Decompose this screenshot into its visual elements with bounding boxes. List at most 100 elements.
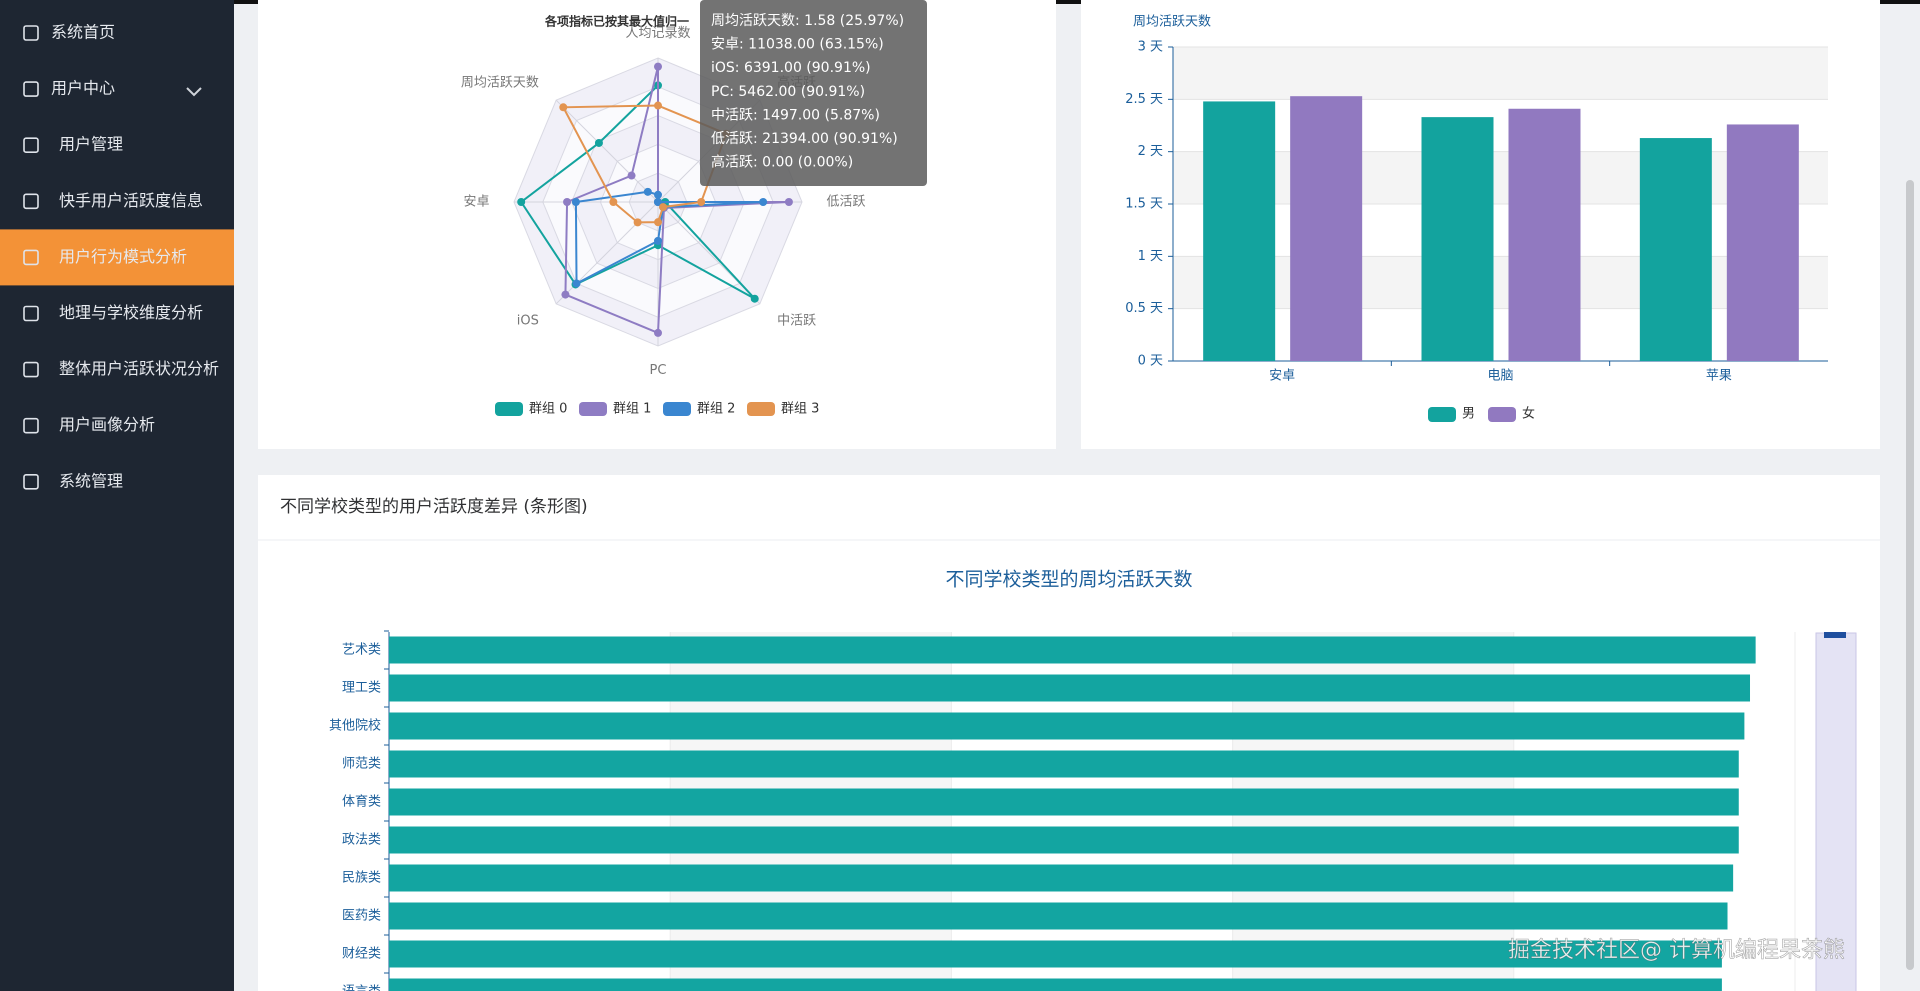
y-tick-label: 理工类	[342, 681, 381, 696]
tooltip-line: 中活跃: 1497.00 (5.87%)	[711, 107, 880, 123]
radar-point	[654, 190, 662, 199]
radar-indicator: 低活跃	[826, 195, 865, 210]
y-tick-label: 1.5 天	[1125, 197, 1163, 212]
radar-point	[561, 290, 570, 299]
radar-point	[697, 198, 706, 206]
chart-title: 不同学校类型的周均活跃天数	[945, 569, 1192, 591]
x-tick-label: 电脑	[1487, 369, 1513, 384]
menu-item[interactable]: 快手用户活跃度信息	[59, 191, 203, 210]
scrollbar[interactable]	[1906, 180, 1914, 970]
data-zoom-handle[interactable]	[1824, 632, 1846, 638]
y-tick-label: 3 天	[1138, 40, 1163, 55]
menu-item[interactable]: 用户画像分析	[59, 415, 155, 434]
y-tick-label: 师范类	[342, 757, 381, 772]
y-tick-label: 1 天	[1138, 249, 1163, 264]
radar-point	[594, 138, 603, 147]
bar	[1203, 101, 1276, 361]
radar-point	[559, 103, 568, 112]
bar	[1639, 138, 1712, 361]
tooltip-line: iOS: 6391.00 (90.91%)	[711, 60, 871, 76]
grid-band	[1173, 256, 1828, 309]
radar-axis	[555, 99, 659, 203]
grid-band	[1173, 151, 1828, 204]
top-strip	[234, 0, 1920, 4]
bar	[389, 978, 1722, 991]
bar	[389, 902, 1728, 930]
menu-item[interactable]: 系统首页	[51, 23, 115, 42]
y-tick-label: 政法类	[342, 833, 381, 848]
radar-indicator: 安卓	[464, 195, 490, 210]
legend-swatch[interactable]	[747, 402, 775, 416]
y-tick-label: 0 天	[1138, 354, 1163, 369]
menu-icon	[23, 137, 39, 153]
menu-item[interactable]: 用户管理	[59, 135, 123, 154]
radar-point	[627, 171, 636, 180]
y-tick-label: 医药类	[342, 909, 381, 924]
radar-point	[759, 198, 768, 206]
radar-point	[609, 198, 618, 206]
radar-indicator: PC	[650, 363, 667, 378]
bar	[1508, 108, 1581, 362]
menu-icon	[23, 361, 39, 378]
bar	[389, 788, 1739, 816]
bar	[389, 636, 1756, 664]
tooltip-line: 周均活跃天数: 1.58 (25.97%)	[711, 13, 904, 29]
legend-label[interactable]: 男	[1462, 407, 1475, 422]
legend-swatch[interactable]	[1488, 407, 1516, 422]
bar	[389, 674, 1751, 702]
menu-item[interactable]: 系统管理	[59, 471, 123, 490]
radar-point	[563, 198, 572, 206]
menu-chevron	[186, 87, 202, 97]
radar-point	[572, 279, 581, 288]
legend-swatch[interactable]	[579, 402, 607, 416]
legend-label[interactable]: 群组 0	[529, 402, 567, 417]
radar-point	[654, 101, 662, 110]
radar-point	[633, 218, 642, 227]
bar	[389, 826, 1739, 854]
menu-item[interactable]: 整体用户活跃状况分析	[59, 359, 219, 378]
menu-item[interactable]: 地理与学校维度分析	[59, 303, 203, 322]
bar	[1726, 124, 1799, 361]
radar-indicator: iOS	[517, 314, 539, 329]
radar-indicator: 周均活跃天数	[461, 75, 539, 90]
radar-title: 各项指标已按其最大值归一	[544, 14, 689, 29]
tooltip-line: PC: 5462.00 (90.91%)	[711, 84, 865, 100]
bar	[1421, 117, 1494, 361]
legend-swatch[interactable]	[495, 402, 523, 416]
menu-item[interactable]: 用户行为模式分析	[59, 247, 187, 266]
menu-active-bg	[0, 229, 234, 286]
radar-point	[571, 198, 580, 206]
radar-point	[643, 187, 652, 196]
legend-swatch[interactable]	[663, 402, 691, 416]
tooltip	[700, 0, 927, 186]
legend-label[interactable]: 群组 2	[697, 402, 735, 417]
y-tick-label: 2.5 天	[1125, 92, 1163, 107]
radar-point	[654, 62, 662, 71]
radar-point	[654, 236, 662, 245]
y-tick-label: 财经类	[342, 947, 381, 962]
menu-icon	[23, 249, 39, 266]
legend-label[interactable]: 群组 3	[781, 402, 819, 417]
legend-label[interactable]: 群组 1	[613, 402, 651, 417]
radar-point	[517, 198, 526, 206]
bar	[389, 864, 1734, 892]
y-axis-label: 周均活跃天数	[1133, 15, 1211, 30]
radar-point	[784, 198, 793, 206]
menu-item[interactable]: 用户中心	[51, 79, 115, 98]
legend-swatch[interactable]	[1428, 407, 1456, 422]
panel-header: 不同学校类型的用户活跃度差异 (条形图)	[280, 497, 588, 517]
menu-icon	[23, 193, 39, 210]
bar	[389, 712, 1745, 740]
watermark: 掘金技术社区@ 计算机编程果茶熊	[1508, 938, 1845, 963]
radar-point	[659, 203, 668, 212]
radar-point	[654, 198, 662, 206]
radar-indicator: 中活跃	[777, 314, 816, 329]
tooltip-line: 高活跃: 0.00 (0.00%)	[711, 154, 853, 171]
legend-label[interactable]: 女	[1522, 406, 1535, 422]
radar-point	[750, 294, 759, 303]
bar	[389, 940, 1722, 968]
radar-point	[654, 328, 662, 337]
y-tick-label: 语言类	[342, 985, 381, 991]
